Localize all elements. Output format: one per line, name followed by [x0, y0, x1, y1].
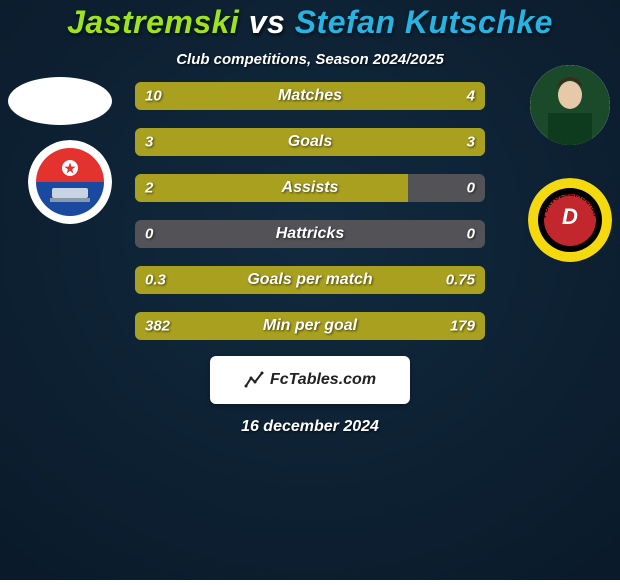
stat-bars: 10 Matches 4 3 Goals 3 2 Assists 0 0 Hattricks 0 0.3… — [135, 82, 485, 340]
title-player1: Jastremski — [67, 4, 239, 40]
player1-avatar — [8, 77, 112, 125]
stat-row: 0 Hattricks 0 — [135, 220, 485, 248]
stat-label: Matches — [278, 87, 342, 105]
svg-text:D: D — [562, 204, 578, 229]
stat-right-value: 3 — [467, 134, 475, 151]
stat-row: 382 Min per goal 179 — [135, 312, 485, 340]
date: 16 december 2024 — [241, 418, 379, 436]
stat-left-value: 382 — [145, 318, 170, 335]
stat-left-value: 0.3 — [145, 272, 166, 289]
stat-right-value: 4 — [467, 88, 475, 105]
player2-avatar — [530, 65, 610, 145]
title-player2: Stefan Kutschke — [295, 4, 553, 40]
bar-fill-left — [135, 128, 310, 156]
stat-right-value: 0.75 — [446, 272, 475, 289]
stat-label: Goals — [288, 133, 332, 151]
stat-label: Hattricks — [276, 225, 344, 243]
fctables-logo[interactable]: FcTables.com — [210, 356, 410, 404]
title-vs: vs — [249, 4, 286, 40]
stat-right-value: 179 — [450, 318, 475, 335]
stat-row: 0.3 Goals per match 0.75 — [135, 266, 485, 294]
stat-right-value: 0 — [467, 180, 475, 197]
subtitle: Club competitions, Season 2024/2025 — [176, 51, 444, 68]
stat-row: 3 Goals 3 — [135, 128, 485, 156]
stat-left-value: 0 — [145, 226, 153, 243]
bar-fill-left — [135, 174, 408, 202]
bar-fill-left — [135, 82, 384, 110]
page-title: Jastremski vs Stefan Kutschke — [67, 4, 553, 41]
club2-badge: D SPORTGEMEINSCHAFT — [528, 178, 612, 262]
bar-fill-right — [310, 128, 485, 156]
stat-left-value: 10 — [145, 88, 162, 105]
stat-label: Assists — [282, 179, 339, 197]
stat-row: 10 Matches 4 — [135, 82, 485, 110]
stat-row: 2 Assists 0 — [135, 174, 485, 202]
stats-area: D SPORTGEMEINSCHAFT 10 Matches 4 3 Goals 3 2 As… — [0, 82, 620, 340]
stat-right-value: 0 — [467, 226, 475, 243]
chart-icon — [244, 370, 264, 390]
logo-text: FcTables.com — [270, 371, 376, 389]
stat-left-value: 2 — [145, 180, 153, 197]
stat-left-value: 3 — [145, 134, 153, 151]
stat-label: Min per goal — [263, 317, 357, 335]
club1-badge — [28, 140, 112, 224]
stat-label: Goals per match — [247, 271, 372, 289]
